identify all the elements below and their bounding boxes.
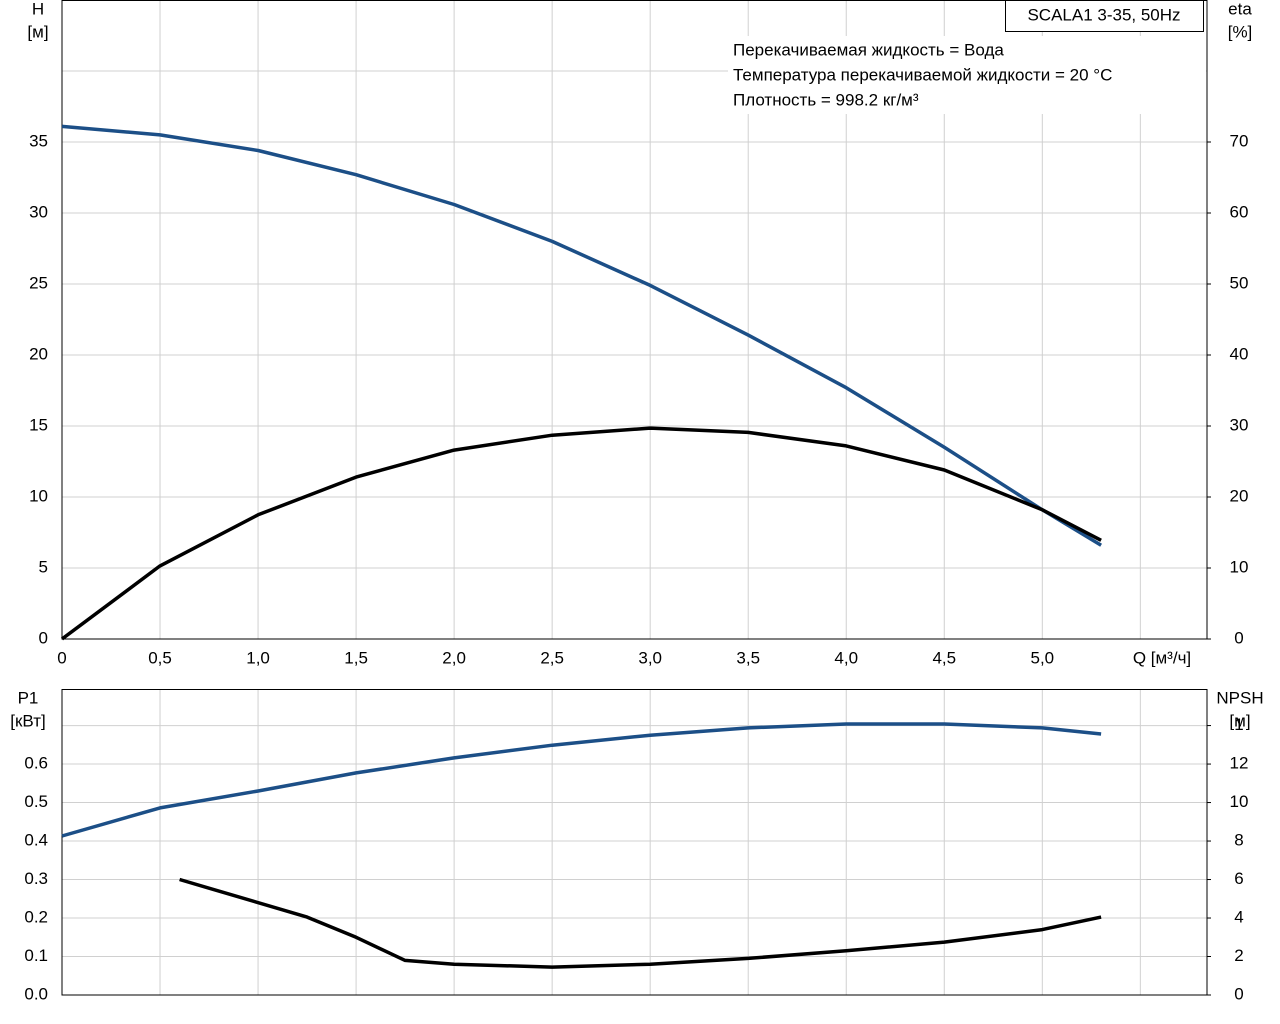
y2-tick-label: 6 [1234,869,1243,888]
y-tick-label: 0.0 [24,984,48,1003]
y-tick-label: 0.6 [24,754,48,773]
y-axis-unit: [кВт] [10,711,45,730]
plot-frame [61,0,1208,640]
x-tick-label: 0,5 [148,648,172,667]
x-tick-label: 4,5 [932,648,956,667]
annotation: Температура перекачиваемой жидкости = 20… [733,65,1112,84]
y2-tick-label: 70 [1230,131,1249,150]
x-tick-label: 3,5 [736,648,760,667]
x-tick-label: 4,0 [834,648,858,667]
x-tick-label: 1,5 [344,648,368,667]
y2-tick-label: 40 [1230,344,1249,363]
y2-tick-label: 4 [1234,908,1243,927]
y-tick-label: 20 [29,344,48,363]
y2-tick-label: 30 [1230,415,1249,434]
chart-title: SCALA1 3-35, 50Hz [1027,5,1180,24]
x-tick-label: 2,5 [540,648,564,667]
x-axis-label: Q [м³/ч] [1133,648,1191,667]
x-tick-label: 0 [57,648,66,667]
y2-tick-label: 10 [1230,792,1249,811]
y-tick-label: 0.3 [24,869,48,888]
y-tick-label: 10 [29,486,48,505]
y-tick-label: 15 [29,415,48,434]
x-tick-label: 1,0 [246,648,270,667]
y2-axis-unit: [м] [1229,711,1250,730]
y2-tick-label: 12 [1230,754,1249,773]
y-tick-label: 30 [29,202,48,221]
y-tick-label: 0.4 [24,831,48,850]
title-box [1005,0,1204,32]
y2-tick-label: 1 [1234,715,1243,734]
y2-tick-label: 50 [1230,273,1249,292]
y-tick-label: 0.1 [24,946,48,965]
annotation: Перекачиваемая жидкость = Вода [733,40,1004,59]
y2-tick-label: 0 [1234,984,1243,1003]
y2-axis-label: eta [1228,0,1252,18]
plot-frame [61,689,1208,996]
curve [179,877,1102,969]
y-tick-label: 25 [29,273,48,292]
y2-tick-label: 60 [1230,202,1249,221]
y-tick-label: 5 [39,557,48,576]
y2-tick-label: 2 [1234,946,1243,965]
y-axis-label: H [32,0,44,18]
y2-tick-label: 0 [1234,628,1243,647]
y2-tick-label: 10 [1230,557,1249,576]
y-axis-label: P1 [18,688,39,707]
y-axis-unit: [м] [27,22,48,41]
y2-axis-unit: [%] [1228,22,1253,41]
x-tick-label: 3,0 [638,648,662,667]
curve [60,426,1102,641]
x-tick-label: 5,0 [1030,648,1054,667]
x-tick-label: 2,0 [442,648,466,667]
y2-tick-label: 20 [1230,486,1249,505]
curve [61,124,1103,547]
y-tick-label: 0.5 [24,792,48,811]
curve [61,722,1102,838]
annotation-background [728,36,1206,114]
y-tick-label: 35 [29,131,48,150]
annotation: Плотность = 998.2 кг/м³ [733,90,919,109]
y-tick-label: 0 [39,628,48,647]
y2-axis-label: NPSH [1216,688,1263,707]
y2-tick-label: 8 [1234,831,1243,850]
y-tick-label: 0.2 [24,908,48,927]
